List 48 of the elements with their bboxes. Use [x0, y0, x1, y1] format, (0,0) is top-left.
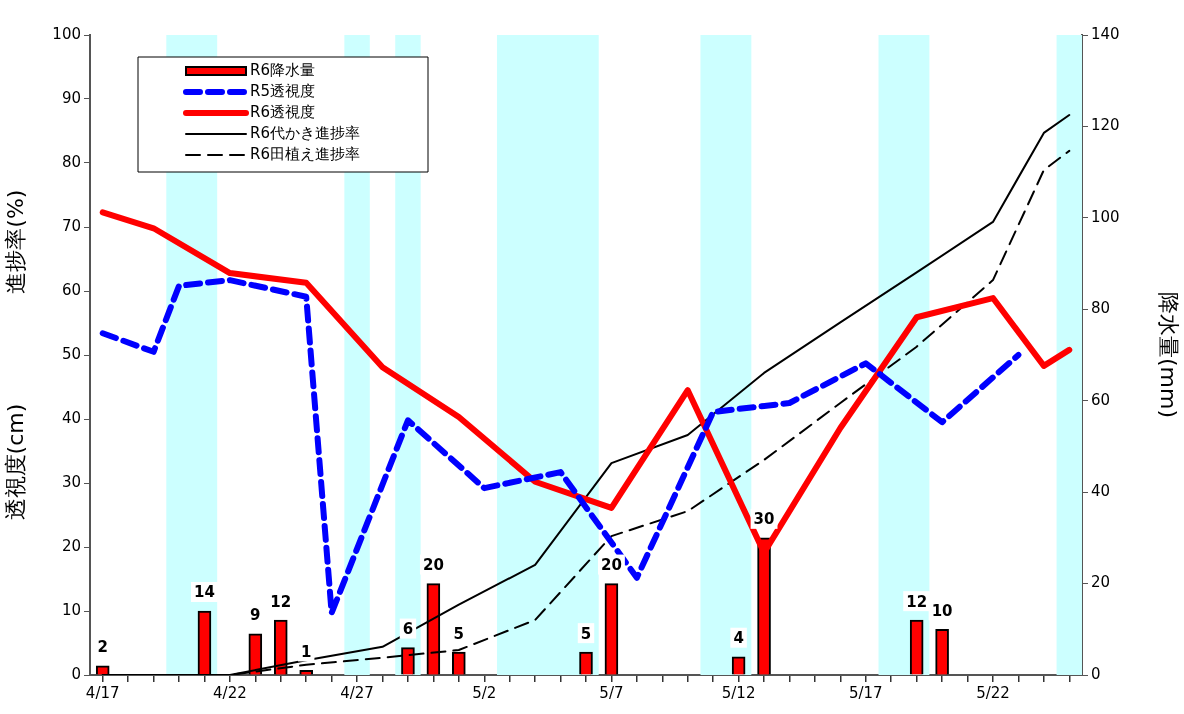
data-label: 14 [194, 583, 215, 602]
y-tick-label: 40 [61, 408, 81, 427]
legend-label: R5透視度 [250, 81, 315, 100]
data-label: 5 [580, 624, 592, 643]
legend-label: R6代かき進捗率 [250, 123, 360, 142]
y2-axis-title: 降水量(mm) [1156, 291, 1182, 419]
y2-tick-label: 120 [1091, 116, 1120, 135]
data-label: 12 [906, 592, 928, 611]
y-tick-label: 30 [61, 472, 81, 491]
x-tick-label: 5/2 [472, 683, 497, 702]
legend-label: R6降水量 [250, 60, 315, 79]
x-tick-label: 5/22 [976, 683, 1010, 702]
y-tick-label: 0 [71, 664, 81, 683]
y2-tick-label: 140 [1091, 24, 1120, 43]
x-tick-label: 5/17 [848, 683, 883, 702]
y2-tick-label: 80 [1091, 299, 1111, 318]
data-label: 6 [402, 619, 414, 638]
data-label: 4 [733, 629, 744, 648]
y-tick-label: 70 [61, 216, 81, 235]
data-label: 20 [422, 555, 444, 574]
y-tick-label: 10 [61, 600, 81, 619]
x-tick-label: 5/7 [599, 683, 624, 702]
y2-tick-label: 100 [1091, 207, 1120, 226]
x-tick-label: 4/22 [213, 683, 247, 702]
y-tick-label: 90 [61, 88, 81, 107]
data-label: 5 [453, 624, 465, 643]
legend-label: R6田植え進捗率 [250, 144, 360, 163]
y2-tick-label: 0 [1091, 664, 1101, 683]
data-label: 30 [753, 510, 775, 529]
data-label: 2 [97, 638, 108, 657]
y-tick-label: 80 [61, 152, 81, 171]
legend-label: R6透視度 [250, 102, 315, 121]
data-label: 20 [601, 555, 622, 574]
y2-tick-label: 60 [1091, 390, 1111, 409]
y-tick-label: 100 [52, 24, 81, 43]
data-label: 9 [250, 606, 261, 625]
data-label: 10 [931, 601, 953, 620]
y-tick-label: 60 [61, 280, 81, 299]
y2-tick-label: 40 [1091, 482, 1111, 501]
data-label: 1 [300, 642, 312, 661]
y-axis-title: 透視度(cm) 進捗率(%) [2, 189, 28, 521]
data-label: 12 [270, 592, 292, 611]
y-tick-label: 50 [61, 344, 81, 363]
x-tick-label: 5/12 [721, 683, 756, 702]
y2-tick-label: 20 [1091, 573, 1111, 592]
x-tick-label: 4/27 [340, 683, 374, 702]
x-tick-label: 4/17 [85, 683, 120, 702]
y-tick-label: 20 [61, 536, 81, 555]
